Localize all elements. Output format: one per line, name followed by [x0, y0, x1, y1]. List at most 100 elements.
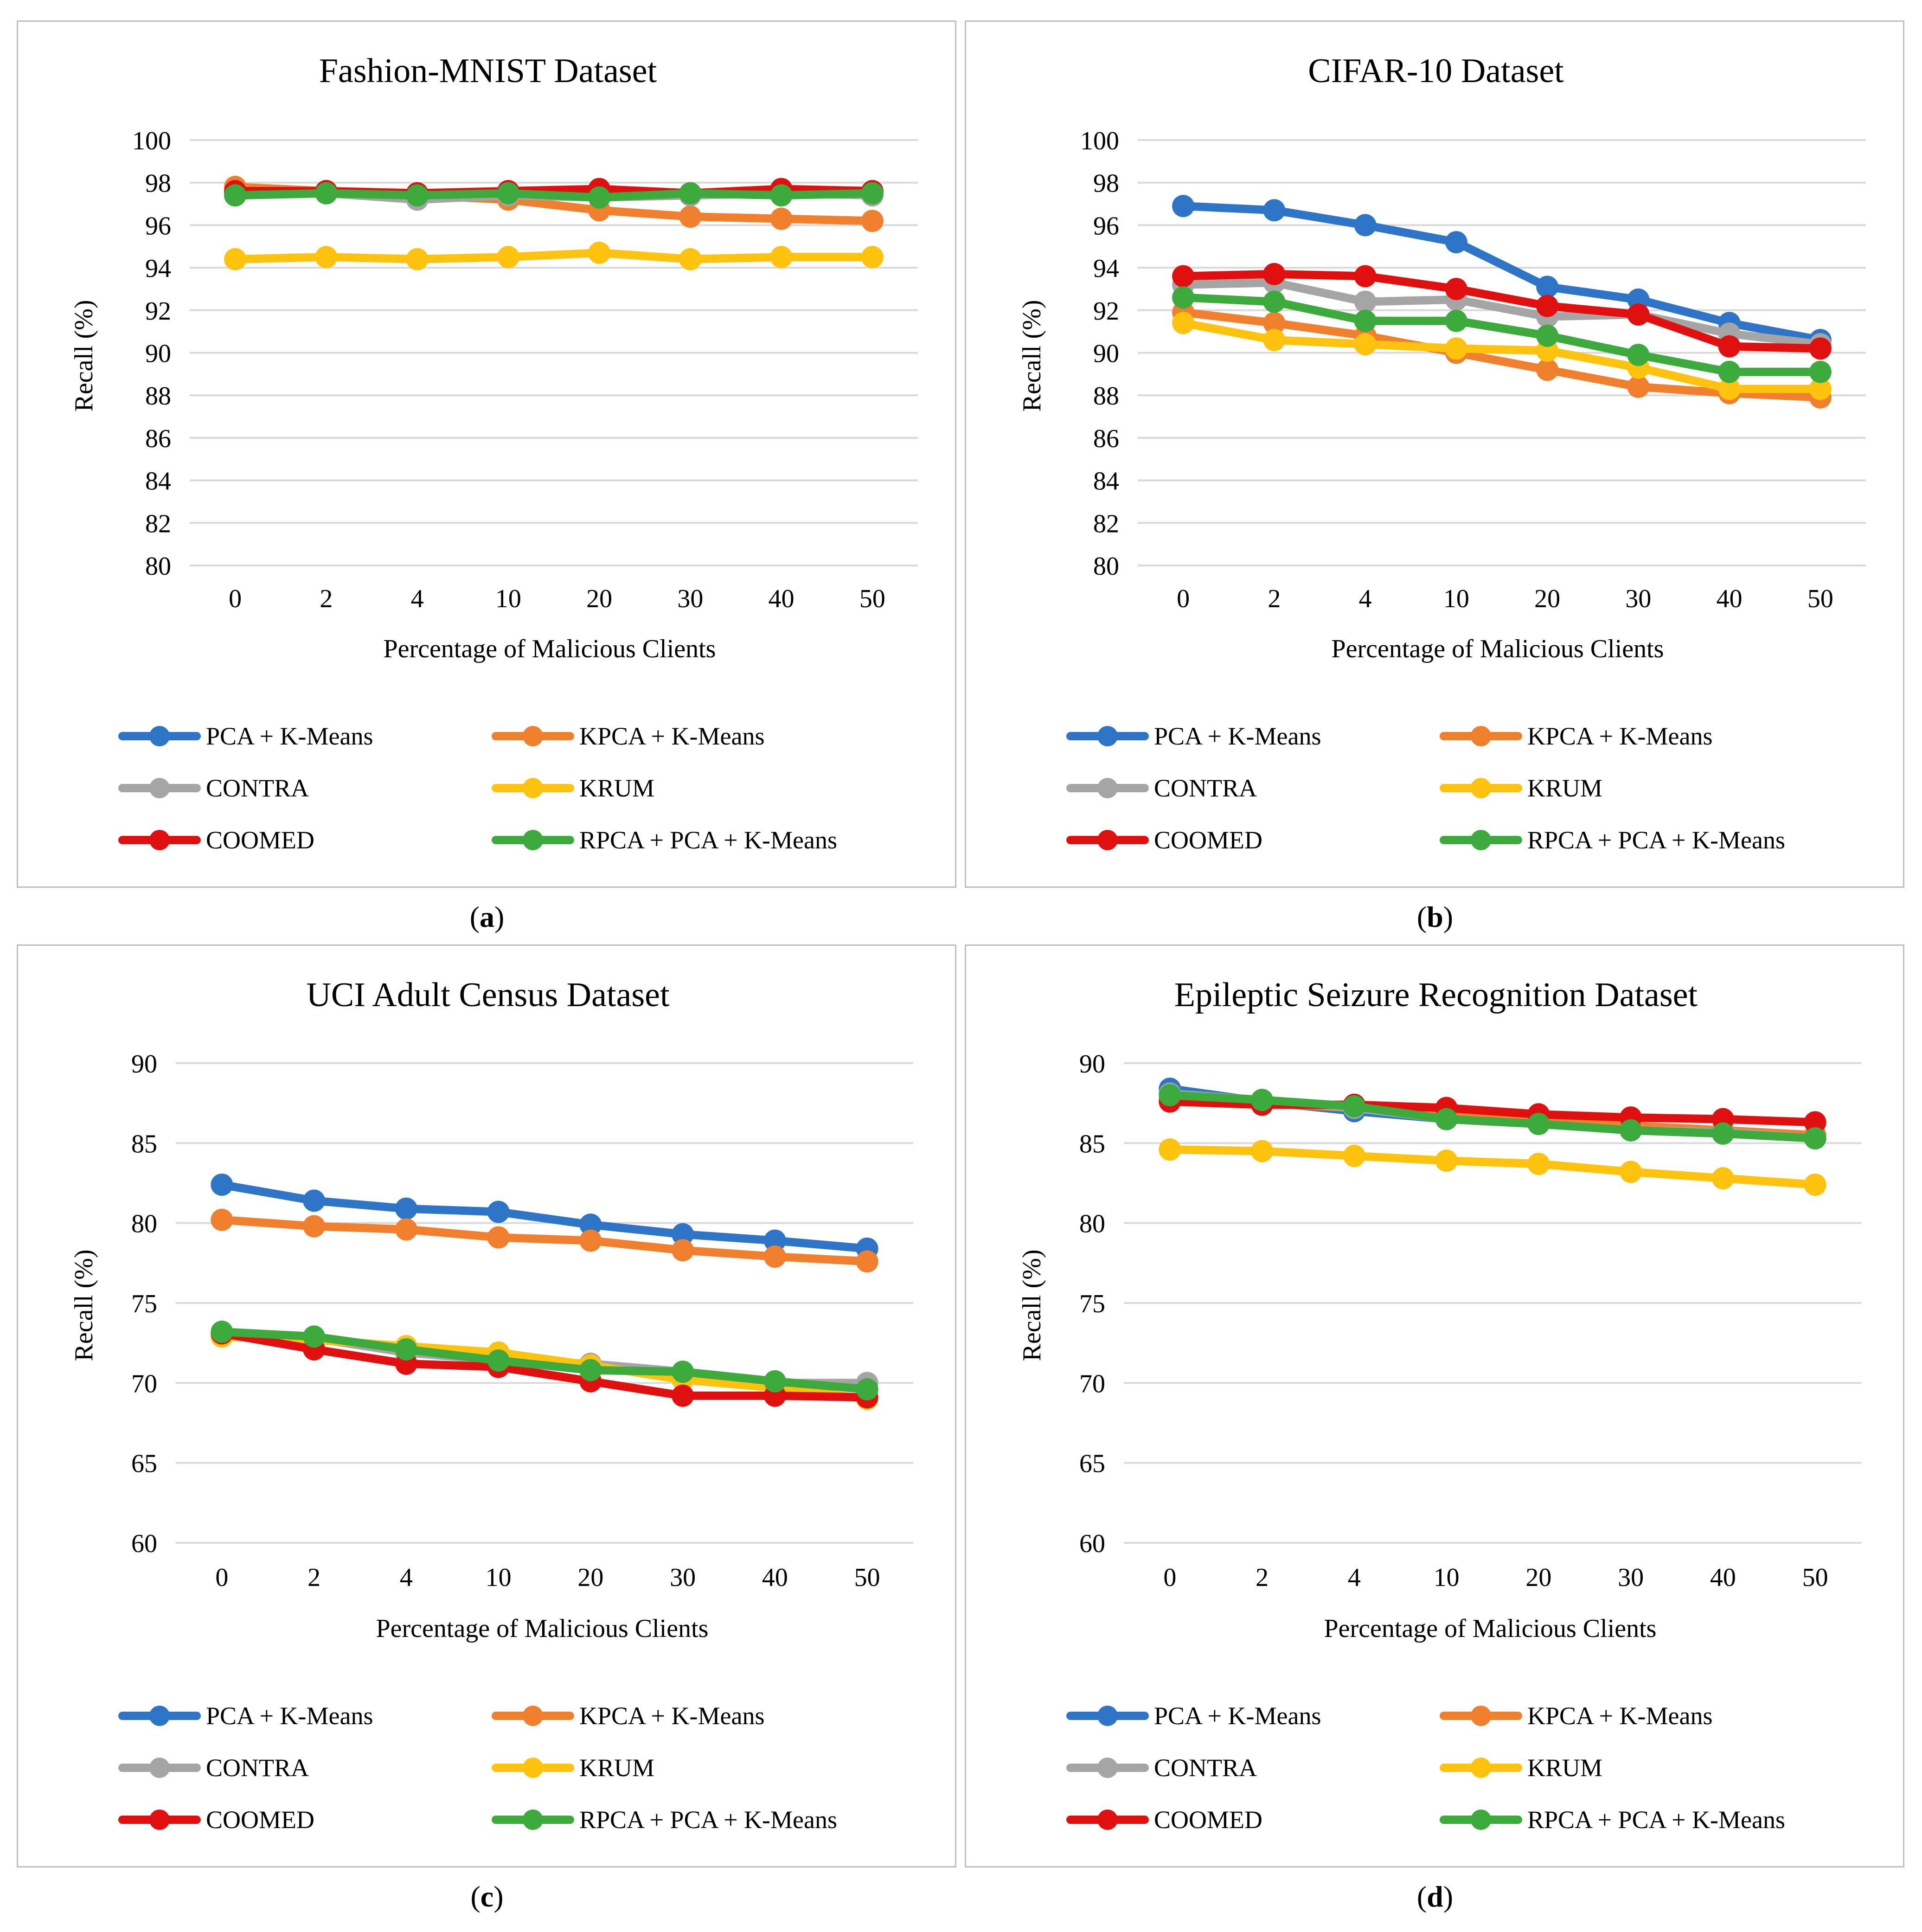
- data-point: [1627, 344, 1650, 366]
- chart-svg-a: Fashion-MNIST Dataset Recall (%) Percent…: [70, 52, 918, 854]
- series-line: [218, 1215, 871, 1266]
- data-point: [1354, 333, 1377, 356]
- data-point: [588, 186, 611, 209]
- x-tick-label: 40: [1710, 1563, 1736, 1592]
- data-point: [763, 1245, 786, 1268]
- legend-swatch-marker: [1471, 1758, 1491, 1778]
- x-tick-label: 20: [1525, 1563, 1551, 1592]
- data-point: [672, 1384, 694, 1407]
- data-point: [224, 248, 247, 270]
- legend-label: RPCA + PCA + K-Means: [579, 1806, 837, 1834]
- y-tick-label: 90: [1093, 340, 1119, 368]
- series-line: [1179, 293, 1825, 376]
- data-point: [679, 248, 702, 270]
- legend-swatch-marker: [523, 1810, 543, 1830]
- x-tick-label: 2: [320, 584, 333, 613]
- data-point: [1804, 1127, 1826, 1149]
- data-point: [588, 242, 611, 264]
- y-tick-label: 100: [132, 127, 171, 155]
- caption-letter: a: [480, 900, 494, 933]
- y-tick-label: 96: [145, 212, 171, 240]
- x-tick-label: 10: [1443, 584, 1469, 613]
- x-tick-label: 30: [1618, 1563, 1644, 1592]
- data-point: [1435, 1149, 1458, 1172]
- series-line: [1179, 319, 1825, 393]
- chart-svg-b: CIFAR-10 Dataset Recall (%) Percentage o…: [1018, 52, 1866, 854]
- data-point: [856, 1250, 878, 1273]
- chart-svg-d: Epileptic Seizure Recognition Dataset Re…: [1018, 976, 1861, 1834]
- data-point: [303, 1215, 326, 1238]
- data-point: [1159, 1138, 1181, 1161]
- x-tick-label: 0: [215, 1563, 228, 1592]
- y-tick-label: 98: [1093, 169, 1119, 198]
- y-tick-label: 60: [131, 1529, 157, 1558]
- x-tick-label: 50: [1802, 1563, 1828, 1592]
- series-line: [1179, 270, 1825, 353]
- y-tick-label: 94: [1093, 254, 1119, 283]
- data-point: [1435, 1108, 1458, 1130]
- legend-swatch-marker: [1097, 778, 1118, 798]
- legend-swatch-marker: [1097, 1758, 1118, 1778]
- x-tick-label: 4: [411, 584, 424, 613]
- x-tick-label: 4: [1348, 1563, 1361, 1592]
- y-tick-label: 84: [1093, 467, 1119, 496]
- y-tick-label: 88: [1093, 382, 1119, 411]
- x-axis-label: Percentage of Malicious Clients: [1332, 635, 1664, 663]
- y-tick-label: 86: [1093, 424, 1119, 453]
- y-tick-label: 82: [1093, 509, 1119, 538]
- legend-swatch-marker: [523, 726, 543, 746]
- data-point: [1809, 337, 1832, 360]
- x-tick-label: 30: [1625, 584, 1651, 613]
- caption-b: (b): [1416, 900, 1454, 933]
- y-tick-label: 80: [131, 1210, 157, 1239]
- caption-letter: c: [480, 1880, 494, 1913]
- data-point: [1536, 276, 1559, 298]
- data-point: [1354, 290, 1377, 313]
- series-line: [218, 1180, 871, 1253]
- y-tick-label: 90: [145, 340, 171, 368]
- data-point: [1627, 303, 1650, 326]
- y-axis-label: Recall (%): [70, 300, 98, 412]
- x-tick-label: 2: [308, 1563, 320, 1592]
- legend-swatch-marker: [1097, 726, 1118, 746]
- caption-c: (c): [470, 1880, 504, 1913]
- x-axis-label: Percentage of Malicious Clients: [384, 635, 716, 663]
- data-point: [1263, 312, 1286, 334]
- x-tick-label: 4: [400, 1563, 413, 1592]
- data-point: [1804, 1111, 1826, 1134]
- data-point: [1536, 324, 1559, 347]
- data-point: [406, 248, 429, 270]
- legend-label: KPCA + K-Means: [1527, 722, 1712, 750]
- data-point: [679, 182, 702, 205]
- data-point: [224, 184, 247, 207]
- legend-swatch-marker: [523, 1706, 543, 1726]
- data-point: [487, 1200, 510, 1223]
- data-point: [1527, 1112, 1550, 1135]
- legend-label: CONTRA: [206, 1754, 309, 1782]
- legend-swatch-marker: [149, 726, 170, 746]
- data-point: [1251, 1140, 1274, 1162]
- legend-swatch-marker: [1471, 830, 1491, 850]
- data-point: [579, 1213, 602, 1236]
- x-tick-label: 4: [1359, 584, 1372, 613]
- data-point: [861, 210, 884, 232]
- data-point: [1172, 195, 1195, 218]
- data-point: [1620, 1161, 1642, 1183]
- x-tick-label: 20: [586, 584, 612, 613]
- data-point: [1809, 360, 1832, 383]
- chart-panel-c: UCI Adult Census Dataset Recall (%) Perc…: [17, 944, 956, 1868]
- series-line: [218, 1328, 871, 1394]
- legend-label: PCA + K-Means: [206, 1702, 373, 1730]
- data-point: [1263, 328, 1286, 351]
- data-point: [395, 1197, 417, 1220]
- y-tick-label: 85: [1079, 1130, 1105, 1158]
- legend-label: RPCA + PCA + K-Means: [1527, 1806, 1785, 1834]
- data-point: [211, 1208, 233, 1231]
- y-tick-label: 98: [145, 169, 171, 198]
- data-point: [579, 1229, 602, 1252]
- legend-swatch-marker: [1471, 778, 1491, 798]
- chart-panel-a: Fashion-MNIST Dataset Recall (%) Percent…: [17, 20, 956, 888]
- legend-label: CONTRA: [206, 774, 309, 802]
- y-tick-label: 92: [145, 297, 171, 326]
- legend-swatch-marker: [1097, 830, 1118, 850]
